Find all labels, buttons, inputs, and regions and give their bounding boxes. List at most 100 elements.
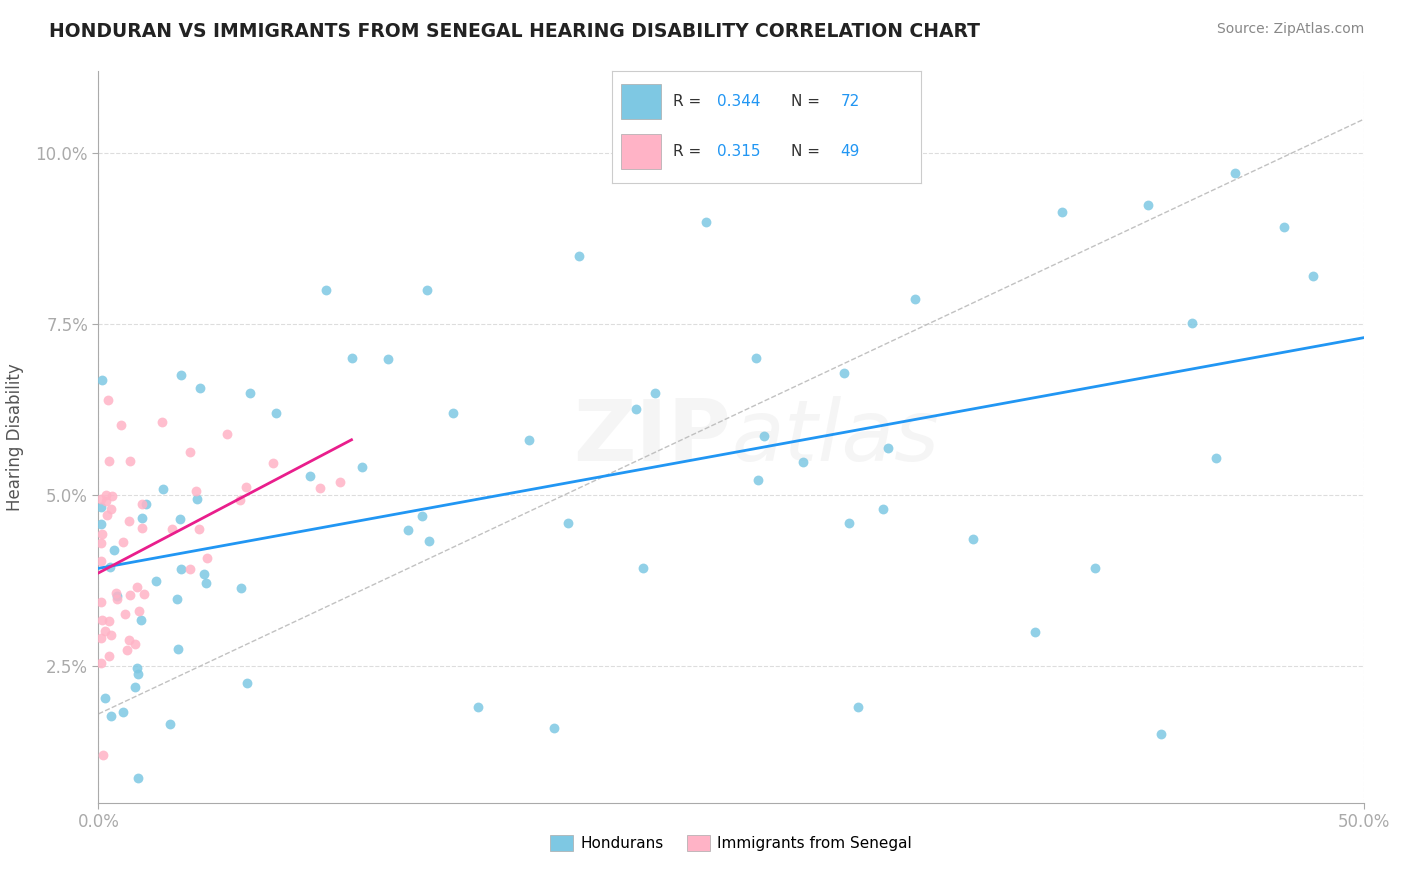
Point xyxy=(94,494,117,508)
Point xyxy=(1084,561,1107,575)
Point xyxy=(127,667,149,681)
Point xyxy=(568,249,591,263)
Point xyxy=(329,475,352,489)
Point xyxy=(264,406,287,420)
Point xyxy=(418,534,440,549)
Point xyxy=(127,580,149,594)
Point xyxy=(93,747,115,762)
Point xyxy=(747,473,769,487)
Point xyxy=(217,426,239,441)
Point xyxy=(340,351,363,366)
Point xyxy=(128,604,150,618)
Legend: Hondurans, Immigrants from Senegal: Hondurans, Immigrants from Senegal xyxy=(544,830,918,857)
Text: Source: ZipAtlas.com: Source: ZipAtlas.com xyxy=(1216,22,1364,37)
Point xyxy=(170,562,193,576)
Text: R =: R = xyxy=(673,145,711,159)
Point xyxy=(90,631,112,645)
Point xyxy=(179,445,201,459)
Point xyxy=(1272,220,1295,235)
Point xyxy=(94,488,117,502)
Point xyxy=(90,492,112,507)
Point xyxy=(152,483,174,497)
Point xyxy=(100,501,122,516)
Point xyxy=(91,527,114,541)
Point xyxy=(90,614,112,628)
Point xyxy=(1024,624,1046,639)
Point xyxy=(118,514,141,528)
Point xyxy=(90,500,112,514)
Point xyxy=(117,632,139,647)
Point xyxy=(145,574,167,588)
Point xyxy=(517,434,540,448)
Text: 0.315: 0.315 xyxy=(717,145,761,159)
Point xyxy=(120,588,142,602)
Point xyxy=(1050,205,1073,219)
Point xyxy=(112,535,135,549)
Point xyxy=(112,705,135,719)
Text: 49: 49 xyxy=(841,145,860,159)
Point xyxy=(104,586,127,600)
Point xyxy=(441,406,464,420)
Point xyxy=(308,481,330,495)
Bar xyxy=(621,84,661,120)
Point xyxy=(110,417,132,432)
Point xyxy=(150,415,173,429)
Point xyxy=(752,428,775,442)
Point xyxy=(100,490,122,504)
Point xyxy=(298,469,321,483)
Point xyxy=(188,523,211,537)
Point xyxy=(97,615,120,629)
Point xyxy=(235,480,257,494)
Point xyxy=(179,562,201,576)
Point xyxy=(190,381,212,395)
Point xyxy=(129,613,152,627)
Point xyxy=(557,516,579,530)
Point xyxy=(695,215,717,229)
Point xyxy=(1181,317,1204,331)
Point xyxy=(131,511,153,525)
Point xyxy=(131,497,153,511)
Point xyxy=(644,385,666,400)
Point xyxy=(93,624,115,638)
Point xyxy=(195,576,218,591)
Text: N =: N = xyxy=(792,145,825,159)
Point xyxy=(100,628,122,642)
Point xyxy=(96,508,118,523)
Point xyxy=(169,511,191,525)
Point xyxy=(159,716,181,731)
Text: HONDURAN VS IMMIGRANTS FROM SENEGAL HEARING DISABILITY CORRELATION CHART: HONDURAN VS IMMIGRANTS FROM SENEGAL HEAR… xyxy=(49,22,980,41)
Point xyxy=(115,643,138,657)
Point xyxy=(186,483,208,498)
Text: N =: N = xyxy=(792,94,825,109)
Point xyxy=(846,700,869,714)
Text: 0.344: 0.344 xyxy=(717,94,761,109)
Point xyxy=(193,567,215,582)
Point xyxy=(1205,450,1227,465)
Point xyxy=(1223,166,1246,180)
Point xyxy=(377,352,399,367)
Point xyxy=(745,351,768,366)
Point xyxy=(162,522,184,536)
Point xyxy=(124,680,146,694)
Point xyxy=(105,589,128,603)
Point xyxy=(350,459,373,474)
Text: ZIP: ZIP xyxy=(574,395,731,479)
Point xyxy=(90,657,112,671)
Point xyxy=(1137,197,1160,211)
Point xyxy=(94,691,117,706)
Point xyxy=(98,560,121,574)
Point xyxy=(131,521,153,535)
Point xyxy=(124,637,146,651)
Point xyxy=(135,497,157,511)
Point xyxy=(838,516,860,530)
Point xyxy=(195,551,218,566)
Point xyxy=(832,366,855,380)
Point xyxy=(127,661,149,675)
Point xyxy=(229,582,252,596)
Point xyxy=(90,553,112,567)
Point xyxy=(235,676,257,690)
Point xyxy=(962,532,984,546)
Point xyxy=(98,648,121,663)
Point xyxy=(262,456,284,470)
Point xyxy=(877,441,900,455)
